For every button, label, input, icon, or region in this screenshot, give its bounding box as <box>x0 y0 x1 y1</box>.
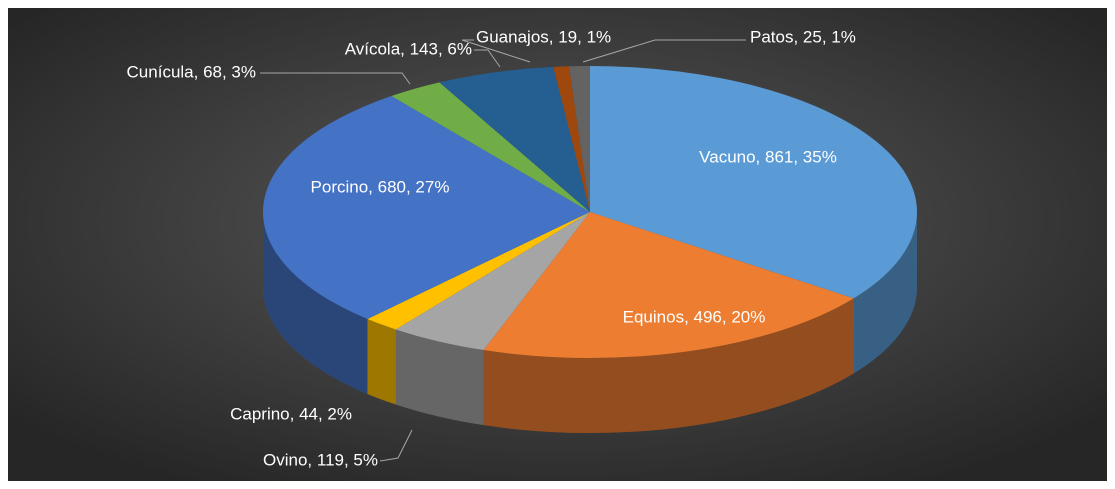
slice-side <box>367 318 396 405</box>
slice <box>395 212 590 351</box>
slice-side-shade <box>367 318 396 405</box>
slice-side-shade <box>395 329 484 426</box>
slice-side <box>853 212 918 374</box>
data-label: Vacuno, 861, 35% <box>699 147 837 166</box>
slice <box>367 212 590 330</box>
data-label: Avícola, 143, 6% <box>345 39 472 58</box>
slice-side <box>263 212 368 394</box>
slice <box>483 212 854 358</box>
leader-line <box>260 72 411 85</box>
data-label: Equinos, 496, 20% <box>623 307 766 326</box>
slice <box>391 82 590 212</box>
leader-line <box>461 39 531 63</box>
slice-side-shade <box>263 212 368 394</box>
slice <box>590 66 918 299</box>
data-label: Cunícula, 68, 3% <box>127 62 256 81</box>
leader-line <box>474 49 501 68</box>
slice <box>263 96 590 319</box>
data-label: Ovino, 119, 5% <box>263 450 378 469</box>
leader-line <box>379 429 413 462</box>
leader-line <box>582 39 746 63</box>
slice-side <box>395 329 484 426</box>
data-label: Porcino, 680, 27% <box>311 177 450 196</box>
slice <box>553 66 590 212</box>
slice <box>439 66 590 213</box>
slice-side-shade <box>853 212 918 374</box>
data-label: Guanajos, 19, 1% <box>476 27 611 46</box>
slice-side <box>483 298 854 434</box>
data-label: Caprino, 44, 2% <box>230 404 352 423</box>
slice-side-shade <box>483 298 854 434</box>
slice <box>569 66 590 212</box>
data-label: Patos, 25, 1% <box>750 27 856 46</box>
